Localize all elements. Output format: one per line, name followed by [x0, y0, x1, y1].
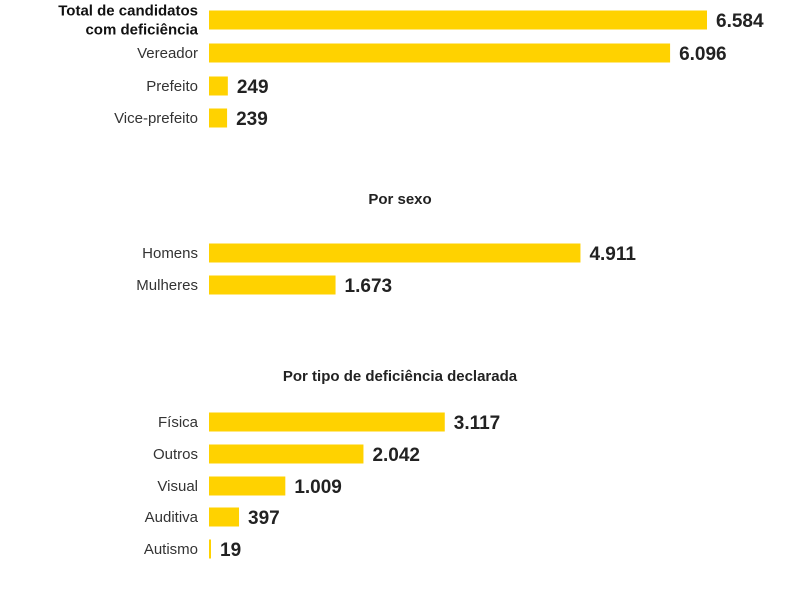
bar	[209, 476, 286, 496]
category-label: Auditiva	[145, 509, 199, 526]
category-label-line: Mulheres	[136, 277, 198, 294]
category-label: Visual	[157, 478, 198, 495]
chart-group-3: Por tipo de deficiência declarada Física 3…	[144, 368, 518, 561]
value-label: 6.584	[716, 11, 764, 32]
bar	[209, 10, 707, 30]
category-label-line: Visual	[157, 478, 198, 495]
value-label: 19	[220, 540, 241, 561]
category-label: Outros	[153, 446, 198, 463]
category-label-line: Outros	[153, 446, 198, 463]
category-label-line: Auditiva	[145, 509, 199, 526]
bar	[209, 108, 228, 128]
value-label: 1.673	[345, 276, 393, 297]
bar	[209, 507, 240, 527]
category-label: Mulheres	[136, 277, 198, 294]
category-label: Total de candidatos com deficiência	[58, 3, 198, 39]
value-label: 1.009	[294, 477, 342, 498]
value-label: 397	[248, 508, 280, 529]
value-label: 239	[236, 109, 268, 130]
bar	[209, 43, 671, 63]
category-label-line: Vice-prefeito	[114, 110, 198, 127]
chart-group-1: Total de candidatos com deficiência 6.584 V…	[58, 3, 764, 131]
category-label-line: Vereador	[137, 45, 198, 62]
chart-title: Por sexo	[368, 191, 431, 208]
bar	[209, 412, 445, 432]
category-label-line: Prefeito	[146, 78, 198, 95]
value-label: 3.117	[454, 413, 501, 434]
value-label: 4.911	[589, 244, 636, 265]
bar	[209, 76, 228, 96]
value-label: 2.042	[372, 445, 420, 466]
category-label: Vice-prefeito	[114, 110, 198, 127]
category-label-line: Física	[158, 414, 199, 431]
category-label: Homens	[142, 245, 198, 262]
category-label: Autismo	[144, 541, 198, 558]
chart-title: Por tipo de deficiência declarada	[283, 368, 518, 385]
bar	[209, 444, 364, 464]
category-label: Prefeito	[146, 78, 198, 95]
category-label-line: com deficiência	[85, 22, 198, 39]
category-label-line: Autismo	[144, 541, 198, 558]
bar	[209, 539, 211, 559]
bar	[209, 243, 581, 263]
category-label: Vereador	[137, 45, 198, 62]
value-label: 249	[237, 77, 269, 98]
chart-group-2: Por sexo Homens 4.911 Mulheres 1.673	[136, 191, 636, 297]
value-label: 6.096	[679, 44, 727, 65]
category-label-line: Homens	[142, 245, 198, 262]
category-label-line: Total de candidatos	[58, 3, 198, 20]
category-label: Física	[158, 414, 199, 431]
bar	[209, 275, 336, 295]
